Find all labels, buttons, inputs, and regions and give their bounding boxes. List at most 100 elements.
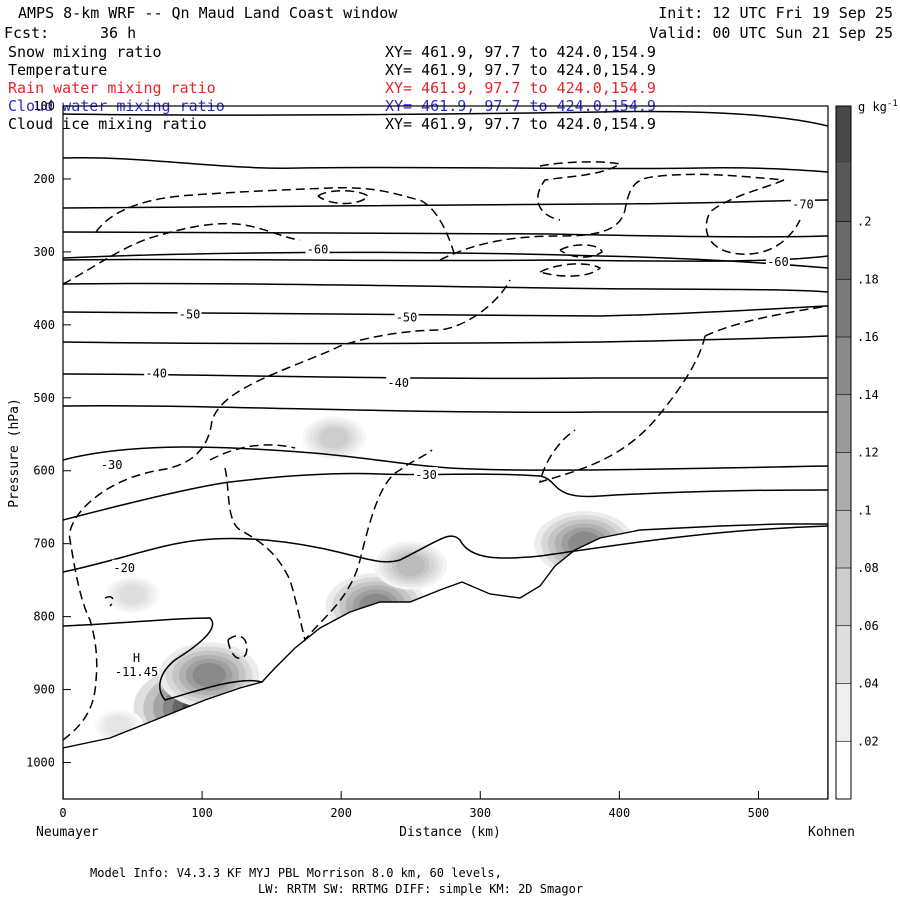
x-tick-label: 300	[469, 806, 491, 820]
isotherm-label: -30	[101, 458, 123, 472]
colorbar-tick-label: .12	[857, 446, 879, 460]
cloud-ice-contour-7	[539, 263, 602, 277]
field-name-temperature: Temperature	[8, 61, 107, 79]
snow-shade-ring	[192, 662, 226, 688]
isotherm-label: -60	[307, 243, 329, 257]
isotherm-minus30	[63, 446, 828, 471]
isotherm-upper-5	[63, 255, 828, 262]
isotherm-label: -50	[179, 308, 201, 322]
model-title: AMPS 8-km WRF -- Qn Maud Land Coast wind…	[18, 4, 398, 22]
y-tick-label: 1000	[26, 756, 55, 770]
field-xy-snow: XY= 461.9, 97.7 to 424.0,154.9	[385, 43, 656, 61]
colorbar-segment	[836, 337, 851, 395]
isotherm-minus60	[63, 251, 828, 269]
plot-area: -70 -60 -60 -50 -50 -40 -40 -30 -30 -20 H -11.45	[63, 110, 828, 799]
isotherm-label: -60	[767, 255, 789, 269]
y-tick-label: 600	[33, 464, 55, 478]
isotherm-label: -70	[792, 197, 814, 211]
x-endpoint-left: Neumayer	[36, 825, 99, 840]
colorbar-tick-label: .08	[857, 561, 879, 575]
cloud-ice-contour-14	[227, 635, 248, 660]
colorbar-tick-label: .06	[857, 619, 879, 633]
colorbar-tick-label: .04	[857, 677, 879, 691]
isotherm-label-bg	[305, 241, 330, 256]
isotherm-label: -50	[396, 311, 418, 325]
cloud-ice-contour-5	[705, 179, 801, 255]
field-legend: Snow mixing ratio XY= 461.9, 97.7 to 424…	[8, 43, 656, 133]
isotherm-upper-2	[63, 157, 828, 173]
snow-shade-ring	[320, 427, 348, 449]
isotherm-mid-3	[63, 472, 828, 521]
cloud-ice-contour-2	[95, 186, 456, 257]
y-tick-label: 400	[33, 318, 55, 332]
cloud-ice-contour-6	[537, 161, 623, 221]
y-tick-label: 100	[33, 99, 55, 113]
colorbar-tick-label: .02	[857, 734, 879, 748]
field-xy-cloud-ice: XY= 461.9, 97.7 to 424.0,154.9	[385, 115, 656, 133]
snow-shade-ring	[106, 716, 132, 736]
y-axis-label: Pressure (hPa)	[7, 398, 22, 508]
colorbar-segment	[836, 683, 851, 742]
colorbar-segment	[836, 452, 851, 511]
isotherm-label-bg	[99, 456, 124, 471]
plot-frame	[62, 105, 829, 800]
snow-shade-ring	[396, 554, 426, 577]
terrain-mask	[63, 523, 828, 799]
isotherm-minus70	[63, 231, 828, 238]
colorbar-tick-label: .14	[857, 388, 879, 402]
colorbar-segment	[836, 510, 851, 568]
isotherms	[63, 110, 828, 701]
colorbar-segment	[836, 625, 851, 684]
cloud-ice-contour-11	[704, 305, 828, 337]
field-xy-rain: XY= 461.9, 97.7 to 424.0,154.9	[385, 79, 656, 97]
y-tick-label: 900	[33, 683, 55, 697]
x-endpoint-right: Kohnen	[808, 825, 855, 840]
cloud-ice-contour-15	[104, 595, 114, 607]
cloud-ice-contour-8	[317, 190, 370, 205]
valid-time: Valid: 00 UTC Sun 21 Sep 25	[649, 24, 893, 42]
colorbar-segment	[836, 279, 851, 337]
field-name-snow: Snow mixing ratio	[8, 43, 162, 61]
footer-physics-info: LW: RRTM SW: RRTMG DIFF: simple KM: 2D S…	[258, 882, 583, 896]
x-axis-label: Distance (km)	[399, 825, 501, 840]
colorbar-tick-label: .2	[857, 215, 871, 229]
isotherm-labels: -70 -60 -60 -50 -50 -40 -40 -30 -30 -20	[99, 196, 815, 575]
colorbar-unit: g kg-1	[858, 99, 898, 114]
isotherm-minus20	[63, 525, 828, 573]
isotherm-mid-1	[63, 335, 828, 345]
cloud-ice-contour-4	[439, 173, 785, 261]
colorbar-segment	[836, 568, 851, 626]
colorbar-segment	[836, 106, 851, 164]
snow-shade-ring	[119, 584, 146, 605]
isotherm-label: -40	[387, 376, 409, 390]
isotherm-label-bg	[765, 254, 790, 269]
cloud-ice-contour-13	[209, 444, 296, 461]
isotherm-upper-3	[63, 199, 828, 209]
max-marker-value: -11.45	[115, 665, 158, 679]
x-tick-label: 400	[609, 806, 631, 820]
y-axis: 100 200 300 400 500 600 700 800 900 1000	[26, 99, 71, 770]
field-xy-temperature: XY= 461.9, 97.7 to 424.0,154.9	[385, 61, 656, 79]
cloud-ice-contour-3	[63, 222, 301, 285]
isotherm-label-bg	[112, 559, 137, 574]
y-tick-label: 800	[33, 610, 55, 624]
field-name-cloud-ice: Cloud ice mixing ratio	[8, 115, 207, 133]
colorbar-segment	[836, 741, 851, 799]
cloud-ice-contour-12	[224, 449, 433, 642]
x-axis: 0 100 200 300 400 500	[59, 791, 769, 820]
colorbar-segment	[836, 394, 851, 453]
y-tick-label: 700	[33, 537, 55, 551]
field-name-rain: Rain water mixing ratio	[8, 79, 216, 97]
colorbar-tick-label: .1	[857, 503, 871, 517]
isotherm-label-bg	[177, 306, 202, 321]
max-marker-symbol: H	[133, 651, 140, 665]
isotherm-label-bg	[386, 375, 411, 390]
isotherm-upper-7	[63, 282, 828, 293]
colorbar-segment	[836, 221, 851, 280]
isotherm-label: -40	[145, 367, 167, 381]
isotherm-minus40	[63, 373, 828, 380]
isotherm-minus10	[63, 617, 263, 701]
maximum-marker: H -11.45	[115, 651, 158, 679]
colorbar-tick-label: .16	[857, 330, 879, 344]
